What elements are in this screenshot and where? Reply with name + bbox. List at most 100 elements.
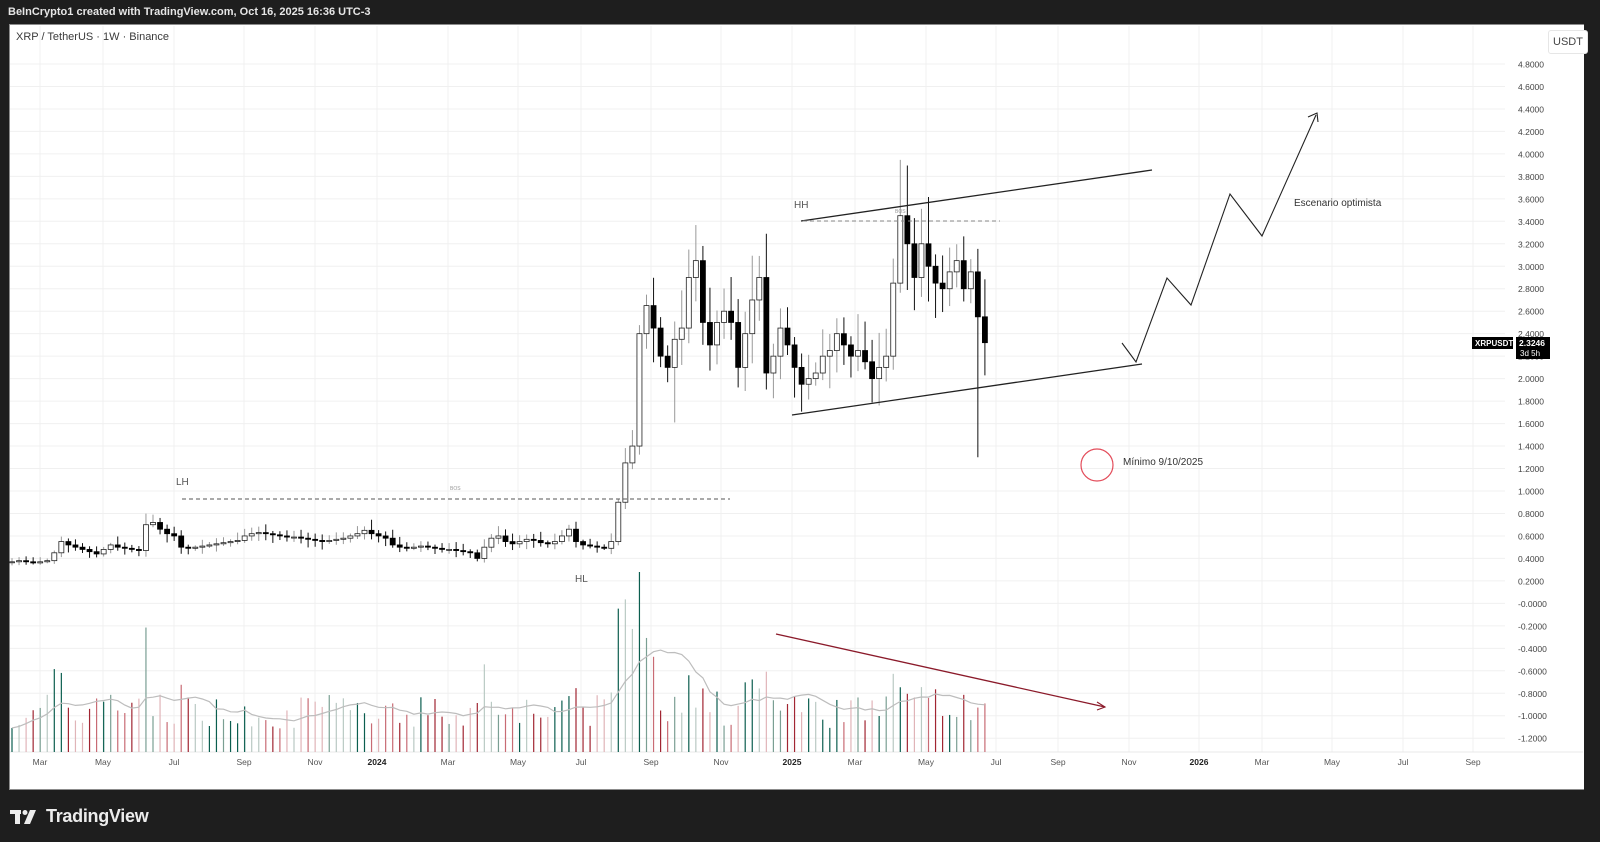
price-tick: -0.4000 xyxy=(1518,644,1547,654)
time-tick: May xyxy=(510,757,527,767)
time-tick: Jul xyxy=(991,757,1002,767)
candle xyxy=(347,535,354,539)
countdown-badge: 3d 5h xyxy=(1520,349,1540,358)
candle xyxy=(284,535,290,538)
price-tick: -1.0000 xyxy=(1518,711,1547,721)
volume-trend-line xyxy=(775,633,1106,708)
time-tick: Sep xyxy=(643,757,658,767)
candle xyxy=(467,551,474,554)
candle xyxy=(671,338,678,368)
candle xyxy=(939,282,946,290)
price-tick: 4.4000 xyxy=(1518,104,1544,114)
time-tick: May xyxy=(1324,757,1341,767)
candle xyxy=(340,537,347,540)
candle xyxy=(869,361,875,380)
time-tick: Mar xyxy=(848,757,863,767)
candle xyxy=(93,551,100,555)
candle xyxy=(65,541,72,546)
candle xyxy=(121,546,128,549)
price-tick: -0.8000 xyxy=(1518,689,1547,699)
candle xyxy=(410,546,417,549)
candle xyxy=(580,541,586,546)
candle xyxy=(319,540,326,542)
candle xyxy=(23,560,30,563)
price-tick: 0.6000 xyxy=(1518,531,1544,541)
candle xyxy=(537,540,544,544)
candle xyxy=(460,550,467,553)
label-lh: LH xyxy=(176,477,189,488)
candle xyxy=(559,535,565,542)
candle xyxy=(135,549,142,551)
candle xyxy=(474,552,481,559)
price-tick: 4.2000 xyxy=(1518,127,1544,137)
time-tick: 2024 xyxy=(368,757,387,767)
currency-button[interactable]: USDT xyxy=(1548,30,1588,54)
candle xyxy=(9,561,15,564)
time-tick: Jul xyxy=(1398,757,1409,767)
price-tick: 3.0000 xyxy=(1518,262,1544,272)
right-border xyxy=(1584,24,1600,790)
candle xyxy=(30,561,37,564)
candle xyxy=(425,545,431,548)
candle xyxy=(72,544,79,548)
candle xyxy=(904,215,911,245)
price-tick: 2.4000 xyxy=(1518,329,1544,339)
candle xyxy=(812,372,819,380)
candle xyxy=(234,540,241,542)
price-tick: 0.8000 xyxy=(1518,509,1544,519)
candle xyxy=(573,528,579,542)
candle xyxy=(615,501,622,542)
brand-name: TradingView xyxy=(46,806,149,826)
candle xyxy=(735,322,742,368)
price-tick: 1.4000 xyxy=(1518,442,1544,452)
candle xyxy=(333,538,340,541)
candle xyxy=(749,299,756,335)
candle xyxy=(213,543,220,546)
candle xyxy=(305,537,312,540)
attribution-bar: BeInCrypto1 created with TradingView.com… xyxy=(8,6,371,18)
symbol-title[interactable]: XRP / TetherUS · 1W · Binance xyxy=(16,31,170,43)
price-tick: -1.2000 xyxy=(1518,734,1547,744)
candle xyxy=(700,260,706,323)
projection-arrow-head xyxy=(1307,112,1319,123)
tradingview-logo-icon xyxy=(10,809,36,824)
ticker-badge-bg xyxy=(1472,337,1513,349)
candle xyxy=(876,366,883,380)
candle xyxy=(770,355,777,374)
ticker-badge: XRPUSDT xyxy=(1475,339,1513,348)
price-tick: 3.2000 xyxy=(1518,239,1544,249)
candle xyxy=(396,544,403,548)
candle xyxy=(502,535,509,542)
candle xyxy=(890,282,897,357)
candle xyxy=(241,535,248,541)
candle xyxy=(953,260,960,273)
candle xyxy=(763,277,770,374)
candle xyxy=(678,327,685,340)
candle xyxy=(721,310,727,323)
drawings xyxy=(182,112,1319,711)
time-tick: Sep xyxy=(236,757,251,767)
candle xyxy=(446,549,453,551)
candle xyxy=(128,547,135,550)
candle xyxy=(16,560,22,563)
candle xyxy=(312,538,319,541)
label-bos-2023: BOS xyxy=(450,486,461,492)
time-tick: Sep xyxy=(1465,757,1480,767)
candle xyxy=(164,528,171,535)
tradingview-logo[interactable]: TradingView xyxy=(10,806,149,827)
candle xyxy=(594,545,601,548)
candle xyxy=(608,541,615,549)
candle xyxy=(657,327,664,357)
time-tick: Mar xyxy=(33,757,48,767)
price-tick: 2.0000 xyxy=(1518,374,1544,384)
label-scenario: Escenario optimista xyxy=(1294,198,1382,209)
candle xyxy=(114,544,121,548)
candle xyxy=(551,541,558,545)
candle xyxy=(199,545,206,548)
candle xyxy=(262,532,269,535)
candle xyxy=(509,541,516,545)
candle xyxy=(298,536,304,539)
candle xyxy=(150,522,156,526)
candle xyxy=(143,524,149,551)
